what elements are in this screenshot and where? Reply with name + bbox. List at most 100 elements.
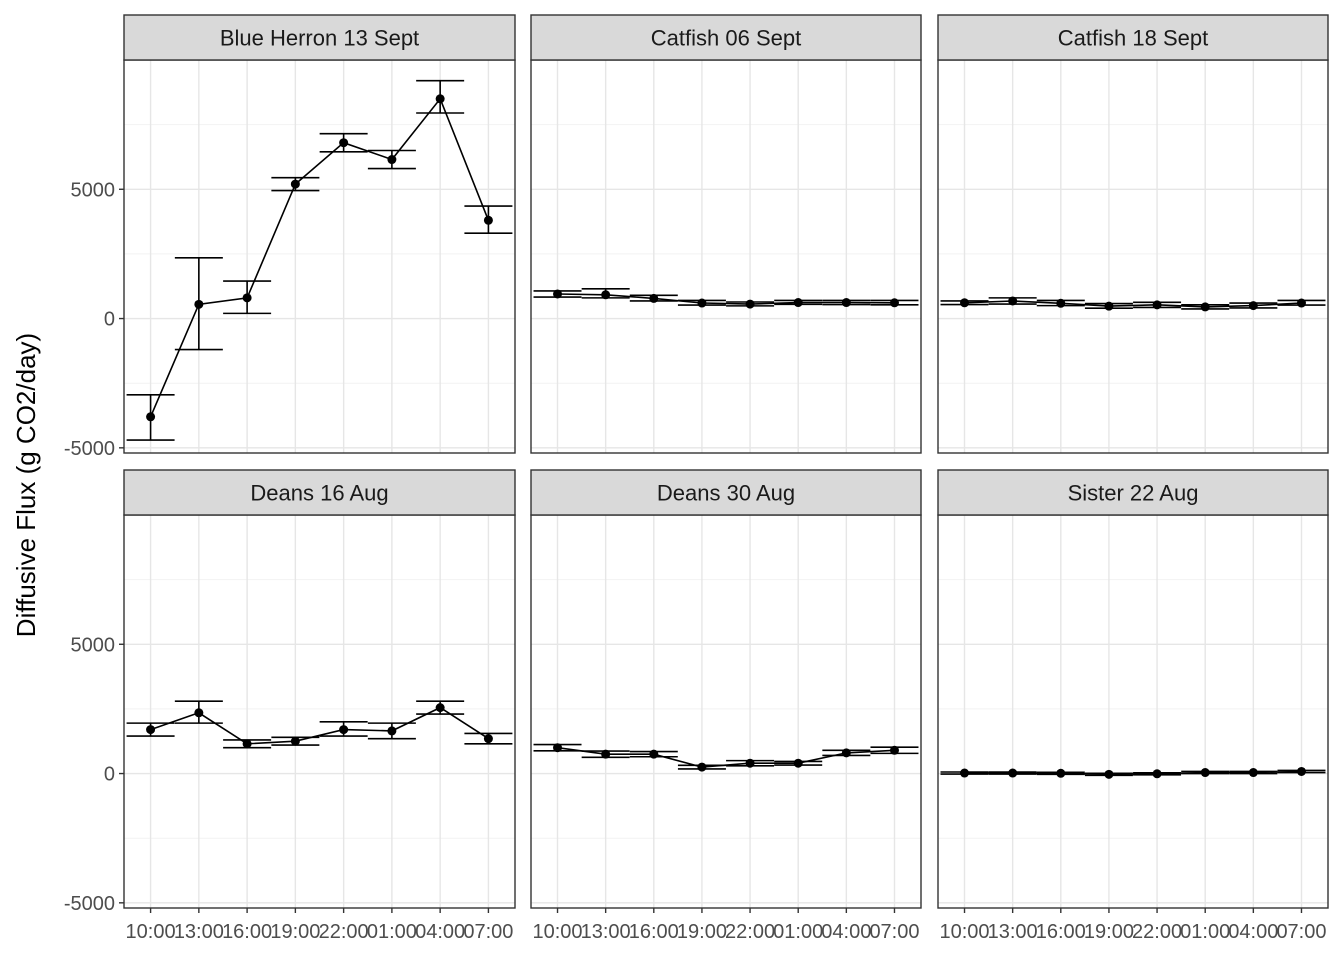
x-tick-label: 04:00 <box>1228 921 1278 943</box>
facet-strip <box>123 469 516 516</box>
data-point <box>793 298 803 308</box>
y-tick-label: -5000 <box>64 893 115 915</box>
y-tick-label: 5000 <box>71 179 116 201</box>
data-point <box>841 298 851 308</box>
facet-strip <box>937 469 1329 516</box>
data-point <box>1248 301 1258 311</box>
data-point <box>339 725 349 735</box>
data-point <box>649 293 659 303</box>
data-point <box>242 293 252 303</box>
data-point <box>242 739 252 749</box>
data-point <box>1200 768 1210 778</box>
facet-strip <box>530 14 922 61</box>
facet-panel-3: Catfish 18 Sept <box>937 14 1329 454</box>
data-point <box>483 734 493 744</box>
facet-strip-label: Sister 22 Aug <box>1068 481 1199 506</box>
y-tick-label: 0 <box>104 309 115 331</box>
y-tick-label: -5000 <box>64 438 115 460</box>
data-point <box>483 215 493 225</box>
series-line <box>964 300 1302 308</box>
data-point <box>1296 766 1306 776</box>
data-point <box>1104 301 1114 311</box>
data-point <box>194 299 204 309</box>
x-tick-label: 07:00 <box>463 921 513 943</box>
facet-strip-label: Catfish 06 Sept <box>651 26 801 51</box>
series-line <box>149 97 490 418</box>
data-point <box>290 736 300 746</box>
facet-strip <box>123 14 516 61</box>
data-point <box>1152 300 1162 310</box>
panel-background <box>124 60 515 453</box>
series-line <box>557 746 895 768</box>
series-line <box>964 770 1302 776</box>
x-tick-label: 01:00 <box>773 921 823 943</box>
x-tick-label: 07:00 <box>1276 921 1326 943</box>
y-tick-label: 0 <box>104 764 115 786</box>
x-tick-label: 01:00 <box>1180 921 1230 943</box>
data-point <box>339 138 349 148</box>
x-tick-label: 07:00 <box>869 921 919 943</box>
x-tick-label: 19:00 <box>677 921 727 943</box>
data-point <box>1056 768 1066 778</box>
data-point <box>745 758 755 768</box>
facet-strip-label: Blue Herron 13 Sept <box>220 26 419 51</box>
facet-panel-2: Catfish 06 Sept <box>530 14 922 454</box>
data-point <box>1008 768 1018 778</box>
x-tick-label: 22:00 <box>319 921 369 943</box>
data-point <box>649 749 659 759</box>
x-tick-label: 04:00 <box>821 921 871 943</box>
data-point <box>1200 302 1210 312</box>
x-tick-label: 10:00 <box>939 921 989 943</box>
facet-strip <box>937 14 1329 61</box>
data-point <box>1104 769 1114 779</box>
data-point <box>889 745 899 755</box>
data-point <box>194 708 204 718</box>
y-axis-title: Diffusive Flux (g CO2/day) <box>11 333 41 637</box>
data-point <box>553 289 563 299</box>
x-tick-label: 16:00 <box>629 921 679 943</box>
facet-strip-label: Catfish 18 Sept <box>1058 26 1208 51</box>
facet-strip <box>530 469 922 516</box>
panel-background <box>938 515 1328 908</box>
data-point <box>601 749 611 759</box>
x-tick-label: 16:00 <box>222 921 272 943</box>
facet-panel-1: Blue Herron 13 Sept -5000 0 5000 <box>64 14 516 460</box>
x-tick-label: 22:00 <box>1132 921 1182 943</box>
data-point <box>553 743 563 753</box>
data-point <box>889 298 899 308</box>
facet-panel-6: Sister 22 Aug 10:0013:0016:0019:0022:0001… <box>937 469 1329 943</box>
data-point <box>387 726 397 736</box>
data-point <box>290 179 300 189</box>
x-tick-label: 10:00 <box>532 921 582 943</box>
facet-strip-label: Deans 30 Aug <box>657 481 795 506</box>
data-point <box>841 748 851 758</box>
panel-background <box>124 515 515 908</box>
data-point <box>960 768 970 778</box>
data-point <box>1056 298 1066 308</box>
data-point <box>1296 298 1306 308</box>
data-point <box>435 94 445 104</box>
data-point <box>745 299 755 309</box>
data-point <box>697 298 707 308</box>
facet-strip-label: Deans 16 Aug <box>250 481 388 506</box>
series-line <box>557 293 895 305</box>
data-point <box>1008 296 1018 306</box>
x-tick-label: 13:00 <box>174 921 224 943</box>
x-tick-label: 13:00 <box>581 921 631 943</box>
data-point <box>1152 769 1162 779</box>
facet-panel-4: Deans 16 Aug -5000 0 5000 10:0013:0016:0019:… <box>64 469 516 943</box>
x-tick-label: 16:00 <box>1036 921 1086 943</box>
y-tick-label: 5000 <box>71 634 116 656</box>
x-tick-label: 19:00 <box>270 921 320 943</box>
panel-background <box>531 515 921 908</box>
data-point <box>1248 768 1258 778</box>
data-point <box>960 298 970 308</box>
x-tick-label: 01:00 <box>367 921 417 943</box>
x-tick-label: 10:00 <box>126 921 176 943</box>
panel-background <box>938 60 1328 453</box>
data-point <box>435 703 445 713</box>
data-point <box>697 762 707 772</box>
x-tick-label: 13:00 <box>988 921 1038 943</box>
